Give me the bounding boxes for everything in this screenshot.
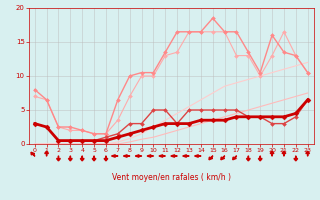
- X-axis label: Vent moyen/en rafales ( km/h ): Vent moyen/en rafales ( km/h ): [112, 173, 231, 182]
